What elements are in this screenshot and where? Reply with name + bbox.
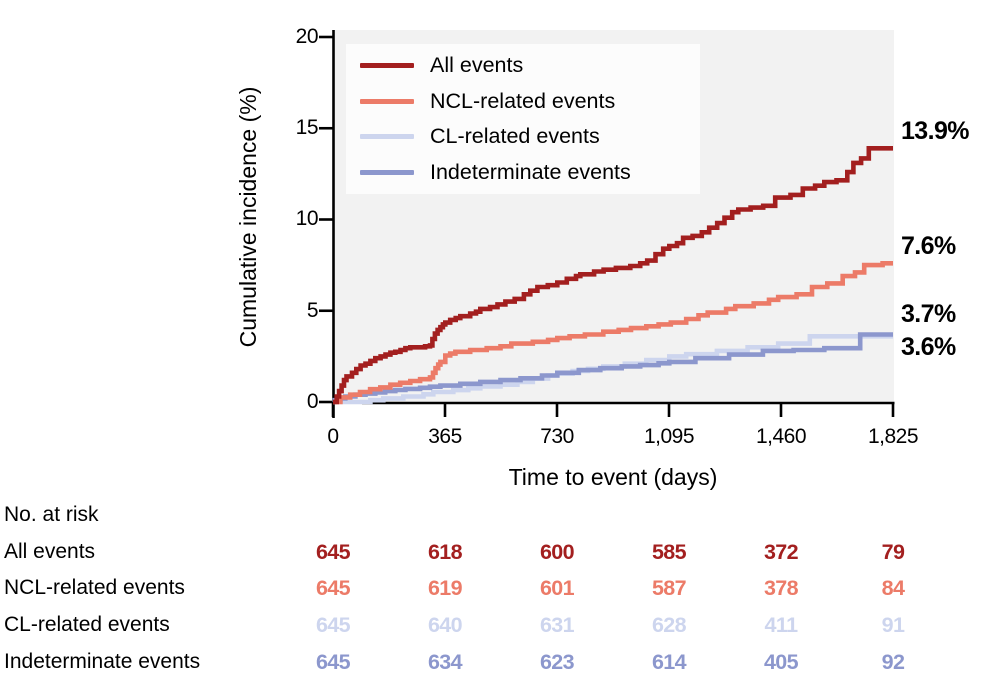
end-label-ncl-related-events: 7.6% — [901, 232, 956, 260]
end-label-all-events: 13.9% — [901, 117, 969, 145]
series-line-ncl-related-events — [333, 261, 893, 405]
risk-value: 628 — [651, 613, 687, 637]
risk-row-label-indeterminate-events: Indeterminate events — [4, 650, 201, 673]
risk-value: 645 — [315, 540, 351, 564]
end-label-indeterminate-events: 3.7% — [901, 300, 956, 328]
risk-value: 634 — [427, 650, 463, 674]
legend-label-all-events: All events — [430, 53, 524, 78]
legend-item-ncl-related-events: NCL-related events — [360, 89, 700, 114]
legend: All events NCL-related events CL-related… — [346, 44, 700, 194]
risk-value: 378 — [763, 576, 799, 600]
risk-value: 411 — [764, 613, 798, 637]
risk-row-label-cl-related-events: CL-related events — [4, 613, 170, 636]
risk-row-label-all-events: All events — [4, 540, 96, 563]
risk-value: 587 — [651, 576, 687, 600]
end-label-cl-related-events: 3.6% — [901, 333, 956, 361]
y-tick-label-15: 15 — [295, 116, 319, 139]
risk-value: 645 — [315, 650, 351, 674]
legend-item-indeterminate-events: Indeterminate events — [360, 160, 700, 185]
legend-line-swatch-indeterminate-events — [360, 169, 414, 175]
x-tick-label-730: 730 — [540, 425, 574, 448]
x-tick-label-1460: 1,460 — [755, 425, 807, 448]
risk-value: 614 — [651, 650, 687, 674]
legend-item-all-events: All events — [360, 53, 700, 78]
x-tick-label-365: 365 — [428, 425, 462, 448]
legend-label-indeterminate-events: Indeterminate events — [430, 159, 631, 184]
risk-table-header: No. at risk — [4, 503, 99, 526]
legend-label-cl-related-events: CL-related events — [430, 124, 600, 149]
y-tick-label-10: 10 — [295, 207, 319, 230]
legend-line-swatch-all-events — [360, 63, 414, 69]
risk-value: 91 — [881, 613, 905, 637]
risk-value: 92 — [881, 650, 905, 674]
risk-value: 618 — [427, 540, 463, 564]
x-axis-title: Time to event (days) — [508, 464, 718, 490]
risk-value: 619 — [427, 576, 463, 600]
risk-value: 84 — [881, 576, 905, 600]
risk-value: 601 — [539, 576, 575, 600]
y-tick-label-20: 20 — [295, 25, 319, 48]
x-tick-label-0: 0 — [327, 425, 339, 448]
x-tick-label-1095: 1,095 — [643, 425, 695, 448]
legend-line-swatch-cl-related-events — [360, 134, 414, 140]
series-line-all-events — [333, 146, 893, 405]
risk-value: 645 — [315, 576, 351, 600]
risk-value: 372 — [763, 540, 799, 564]
risk-value: 585 — [651, 540, 687, 564]
y-tick-label-0: 0 — [306, 390, 319, 413]
risk-value: 405 — [763, 650, 799, 674]
x-tick-label-1825: 1,825 — [867, 425, 919, 448]
risk-value: 631 — [539, 613, 575, 637]
legend-item-cl-related-events: CL-related events — [360, 124, 700, 149]
y-tick-label-5: 5 — [306, 299, 319, 322]
risk-value: 623 — [539, 650, 575, 674]
risk-value: 79 — [881, 540, 905, 564]
legend-line-swatch-ncl-related-events — [360, 98, 414, 104]
legend-label-ncl-related-events: NCL-related events — [430, 88, 616, 113]
risk-value: 600 — [539, 540, 575, 564]
risk-row-label-ncl-related-events: NCL-related events — [4, 576, 185, 599]
risk-value: 640 — [427, 613, 463, 637]
risk-value: 645 — [315, 613, 351, 637]
